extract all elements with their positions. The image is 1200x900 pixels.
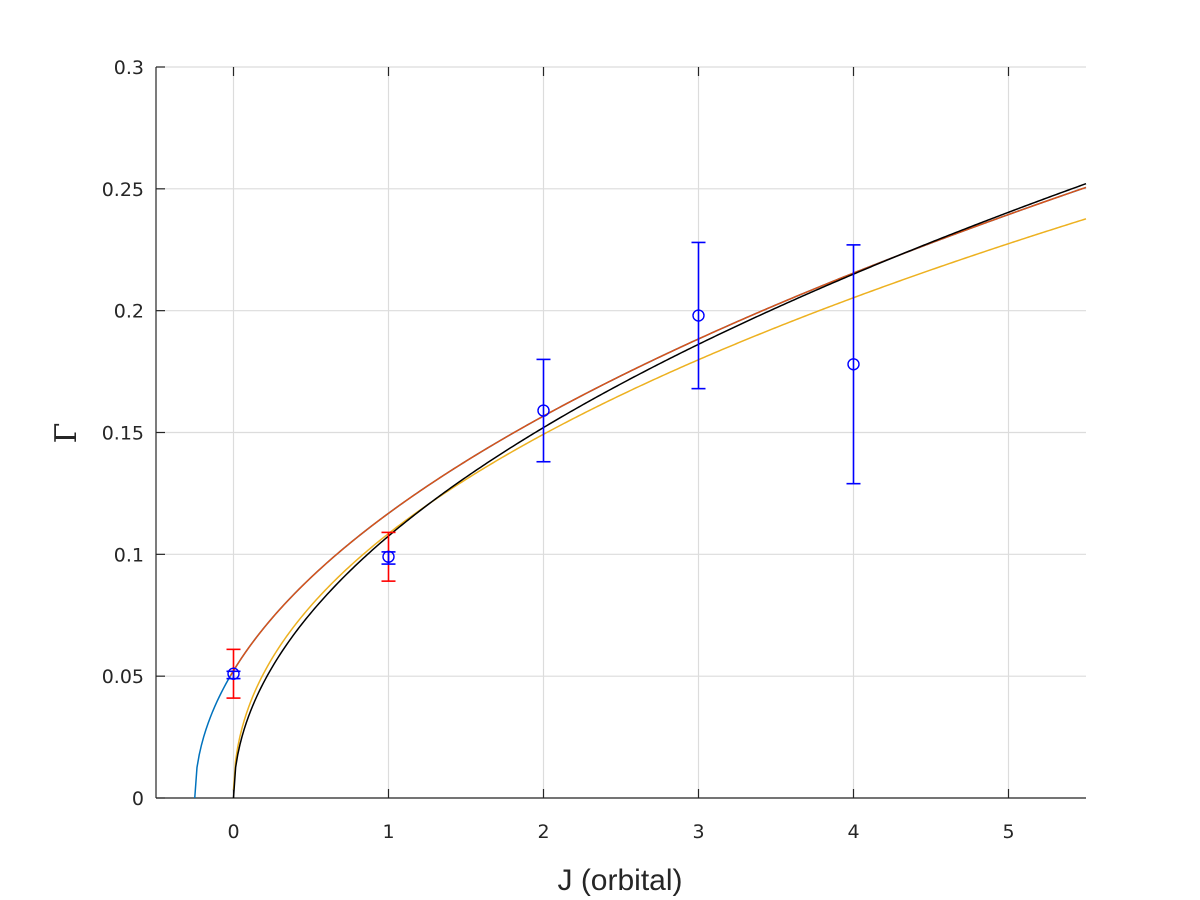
y-axis-title: Γ: [49, 423, 84, 444]
data-points: [227, 309, 860, 680]
y-tick-label: 0.3: [114, 57, 144, 79]
blue-error-bar: [536, 358, 551, 463]
x-tick-label: 2: [537, 821, 549, 843]
x-axis-title: J (orbital): [557, 864, 682, 897]
x-tick-label: 5: [1002, 821, 1014, 843]
y-tick-label: 0.25: [102, 179, 144, 201]
y-tick-label: 0: [132, 788, 144, 810]
error-bars: [226, 241, 861, 699]
tick-labels: 0 1 2 3 4 5 0 0.05 0.1 0.15 0.2 0.25 0.3: [102, 57, 1015, 843]
x-tick-label: 3: [692, 821, 704, 843]
y-tick-label: 0.1: [114, 544, 144, 566]
blue-error-bar: [846, 244, 861, 485]
data-point: [692, 309, 705, 322]
fit-curves: [194, 182, 1087, 799]
grid: [156, 66, 1086, 799]
fit-curve-2: [229, 186, 1087, 677]
y-tick-label: 0.2: [114, 301, 144, 323]
x-tick-label: 0: [227, 821, 239, 843]
x-tick-label: 4: [847, 821, 859, 843]
fit-curve-4: [232, 182, 1087, 799]
data-point: [537, 404, 550, 417]
blue-error-bar: [691, 241, 706, 390]
fit-curve-3: [232, 218, 1087, 791]
data-point: [382, 550, 395, 563]
data-point: [227, 667, 240, 680]
x-tick-label: 1: [382, 821, 394, 843]
fit-curve-1: [194, 186, 1087, 799]
data-point: [847, 358, 860, 371]
y-tick-label: 0.15: [102, 423, 144, 445]
y-tick-label: 0.05: [102, 666, 144, 688]
